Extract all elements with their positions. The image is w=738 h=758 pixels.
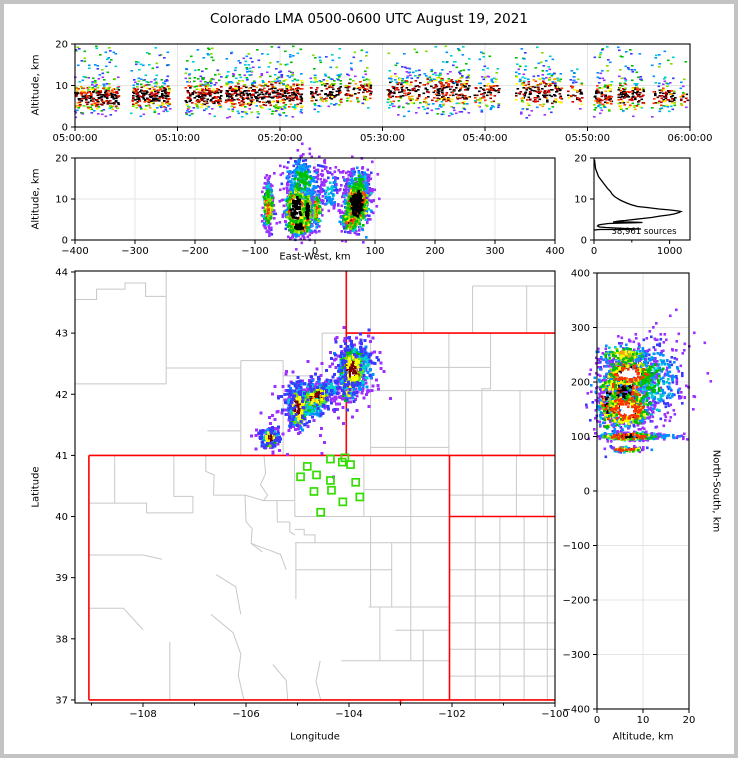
- svg-text:20: 20: [55, 154, 68, 165]
- ns-panel-xlabel: Altitude, km: [612, 731, 674, 743]
- svg-text:100: 100: [571, 432, 590, 443]
- east-west-axes: −400 −300 −200 −100 0 100 200 300 400 0 10 20: [55, 154, 564, 258]
- map-ylabel: Latitude: [30, 466, 42, 508]
- svg-text:40: 40: [55, 512, 68, 523]
- svg-text:−100: −100: [541, 709, 568, 720]
- time-altitude-points: [74, 45, 690, 119]
- svg-text:300: 300: [571, 323, 590, 334]
- source-count-annotation: 38,961 sources: [611, 227, 677, 237]
- east-west-points: [260, 142, 381, 251]
- svg-text:41: 41: [55, 451, 68, 462]
- lma-station-markers: [296, 453, 365, 517]
- svg-text:0: 0: [591, 246, 597, 257]
- svg-text:10: 10: [55, 195, 68, 206]
- north-south-grid: [597, 273, 689, 709]
- svg-text:05:50:00: 05:50:00: [565, 133, 610, 144]
- svg-text:20: 20: [574, 154, 587, 165]
- svg-text:−300: −300: [121, 246, 148, 257]
- north-south-points: [585, 308, 713, 459]
- svg-text:05:00:00: 05:00:00: [53, 133, 98, 144]
- svg-text:0: 0: [584, 487, 590, 498]
- svg-text:300: 300: [485, 246, 504, 257]
- time-altitude-axes: 05:00:00 05:10:00 05:20:00 05:30:00 05:40:00…: [53, 40, 713, 145]
- svg-text:200: 200: [425, 246, 444, 257]
- svg-text:−200: −200: [563, 596, 590, 607]
- histogram-axes: 0 1000 0 10 20: [574, 154, 691, 257]
- svg-text:0: 0: [62, 236, 68, 247]
- svg-text:−400: −400: [61, 246, 88, 257]
- svg-text:0: 0: [62, 123, 68, 134]
- svg-text:42: 42: [55, 390, 68, 401]
- svg-text:−102: −102: [438, 709, 465, 720]
- svg-text:−200: −200: [181, 246, 208, 257]
- svg-text:100: 100: [365, 246, 384, 257]
- svg-text:−100: −100: [241, 246, 268, 257]
- time-panel-ylabel: Altitude, km: [30, 54, 42, 116]
- svg-text:05:20:00: 05:20:00: [258, 133, 303, 144]
- svg-text:06:00:00: 06:00:00: [668, 133, 713, 144]
- svg-text:0: 0: [581, 236, 587, 247]
- time-altitude-grid: [75, 44, 690, 127]
- ew-panel-xlabel: East-West, km: [279, 251, 351, 263]
- svg-text:−400: −400: [563, 705, 590, 716]
- svg-text:10: 10: [574, 195, 587, 206]
- county-boundaries: [75, 271, 555, 701]
- ew-panel-ylabel: Altitude, km: [30, 168, 42, 230]
- svg-text:400: 400: [545, 246, 564, 257]
- svg-text:10: 10: [637, 715, 650, 726]
- svg-text:05:40:00: 05:40:00: [463, 133, 508, 144]
- svg-text:−106: −106: [232, 709, 259, 720]
- figure-title: Colorado LMA 0500-0600 UTC August 19, 20…: [210, 11, 528, 27]
- svg-text:05:10:00: 05:10:00: [155, 133, 200, 144]
- svg-text:05:30:00: 05:30:00: [360, 133, 405, 144]
- svg-text:200: 200: [571, 378, 590, 389]
- svg-text:38: 38: [55, 634, 68, 645]
- ns-panel-ylabel: North-South, km: [710, 449, 722, 533]
- svg-text:0: 0: [594, 715, 600, 726]
- svg-text:20: 20: [683, 715, 696, 726]
- map-source-points: [250, 326, 392, 479]
- svg-text:−108: −108: [129, 709, 156, 720]
- svg-text:43: 43: [55, 329, 68, 340]
- altitude-histogram-curve: [593, 159, 683, 231]
- svg-text:44: 44: [55, 267, 68, 278]
- svg-text:−300: −300: [563, 650, 590, 661]
- svg-text:39: 39: [55, 573, 68, 584]
- svg-text:37: 37: [55, 695, 68, 706]
- north-south-axes: 0 10 20 400 300 200 100 0 −100 −200 −300 −400: [563, 269, 696, 727]
- svg-text:20: 20: [55, 40, 68, 51]
- svg-text:−104: −104: [335, 709, 362, 720]
- svg-text:−100: −100: [563, 541, 590, 552]
- svg-text:10: 10: [55, 81, 68, 92]
- svg-text:400: 400: [571, 269, 590, 280]
- map-axes: −108 −106 −104 −102 −100 37 38 39 40 41 42 43 44: [55, 267, 568, 720]
- svg-text:1000: 1000: [657, 246, 682, 257]
- svg-text:0: 0: [312, 246, 318, 257]
- map-xlabel: Longitude: [290, 731, 340, 743]
